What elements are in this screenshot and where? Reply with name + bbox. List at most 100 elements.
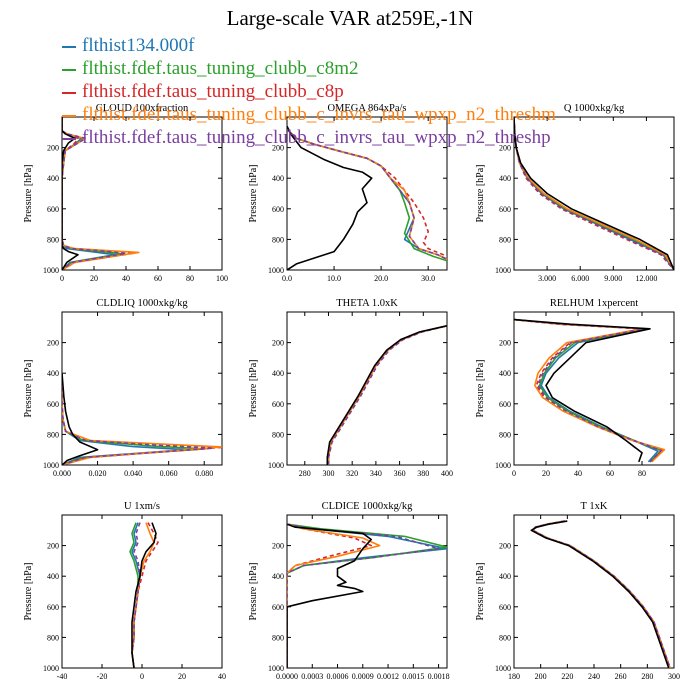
x-tick-label: 0.0018 [428,672,450,681]
y-tick-label: 400 [272,174,284,183]
x-tick-label: 300 [322,469,334,478]
panel-title: Q 1000xkg/kg [564,103,625,114]
series-line [62,373,222,465]
legend-item: flthist.fdef.taus_tuning_clubb_c_invrs_t… [62,126,556,149]
legend-item: flthist.fdef.taus_tuning_clubb_c_invrs_t… [62,103,556,126]
chart-panel: OMEGA 864xPa/s Pressure [hPa] 200 400 600 800… [248,103,448,283]
y-axis-label: Pressure [hPa] [248,359,259,417]
y-tick-label: 1000 [495,664,511,673]
legend-label: flthist.fdef.taus_tuning_clubb_c_invrs_t… [82,127,551,148]
panel-title: T 1xK [581,501,608,512]
y-tick-label: 1000 [268,461,284,470]
y-axis-label: Pressure [hPa] [248,164,259,222]
x-tick-label: 400 [441,469,453,478]
series-line [287,523,381,668]
x-tick-label: 380 [417,469,429,478]
panel-title: U 1xm/s [124,501,160,512]
x-tick-label: 0 [140,672,144,681]
legend-label: flthist.fdef.taus_tuning_clubb_c8m2 [82,58,359,79]
chart-panel: Q 1000xkg/kg Pressure [hPa] 200 400 600 800 10… [475,103,675,283]
y-tick-label: 600 [47,205,59,214]
series-line [62,373,205,465]
series-line [287,523,373,668]
chart-panel: CLDLIQ 1000xkg/kg Pressure [hPa] 200 400 600… [23,298,223,478]
x-tick-label: 320 [346,469,358,478]
y-axis-label: Pressure [hPa] [23,164,34,222]
x-tick-label: 9.000 [604,274,622,283]
chart-panel: THETA 1.0xK Pressure [hPa] 200 400 600 800 100… [248,298,453,478]
x-tick-label: 40 [122,274,130,283]
legend-label: flthist134.000f [82,35,195,56]
panel-title: OMEGA 864xPa/s [327,103,406,114]
y-tick-label: 400 [499,572,511,581]
y-tick-label: 800 [272,430,284,439]
legend-swatch [62,45,76,48]
x-tick-label: 20 [542,469,550,478]
x-tick-label: 20 [90,274,98,283]
series-line [531,520,671,668]
y-tick-label: 1000 [43,664,59,673]
plot-frame [286,514,448,669]
series-line [531,520,671,668]
x-tick-label: 0.080 [195,469,213,478]
series-line [327,325,447,465]
y-tick-label: 600 [272,603,284,612]
y-tick-label: 400 [272,572,284,581]
series-line [327,325,447,465]
x-tick-label: 300 [668,672,680,681]
series-line [62,373,99,465]
y-tick-label: 200 [499,542,511,551]
series-line [327,325,447,465]
series-line [131,522,141,668]
y-tick-label: 200 [272,542,284,551]
y-axis-label: Pressure [hPa] [475,562,486,620]
x-tick-label: 260 [615,672,627,681]
y-tick-label: 600 [272,400,284,409]
legend-swatch [62,91,76,94]
legend-swatch [62,114,76,117]
legend-swatch [62,137,76,140]
series-line [287,125,373,270]
x-tick-label: 10.0 [327,274,341,283]
y-tick-label: 400 [47,369,59,378]
plot-frame [286,116,448,271]
series-line [530,520,670,668]
y-tick-label: 1000 [43,461,59,470]
y-tick-label: 400 [47,174,59,183]
y-tick-label: 200 [47,144,59,153]
x-tick-label: 0.0006 [327,672,349,681]
y-tick-label: 800 [47,235,59,244]
y-tick-label: 200 [272,339,284,348]
series-line [62,373,222,465]
x-tick-label: 240 [588,672,600,681]
panel-title: CLDLIQ 1000xkg/kg [96,298,188,309]
x-tick-label: 0.0000 [276,672,298,681]
series-line [131,522,157,668]
y-axis-label: Pressure [hPa] [248,562,259,620]
x-tick-label: 340 [370,469,382,478]
x-tick-label: 180 [508,672,520,681]
y-tick-label: 800 [272,633,284,642]
y-tick-label: 200 [47,542,59,551]
series-line [327,325,447,465]
series-line [326,325,447,465]
x-tick-label: 0.020 [89,469,107,478]
chart-panel: CLDICE 1000xkg/kg Pressure [hPa] 200 400 600… [248,501,450,681]
y-axis-label: Pressure [hPa] [475,164,486,222]
legend-item: flthist134.000f [62,34,556,57]
series-line [287,523,373,668]
x-tick-label: 40 [218,672,226,681]
x-tick-label: 280 [299,469,311,478]
plot-frame [61,514,223,669]
y-tick-label: 1000 [43,266,59,275]
legend: flthist134.000f flthist.fdef.taus_tuning… [62,34,556,149]
y-tick-label: 1000 [495,461,511,470]
y-tick-label: 800 [47,633,59,642]
y-tick-label: 800 [499,633,511,642]
y-tick-label: 400 [272,369,284,378]
series-line [514,117,674,270]
y-tick-label: 400 [47,572,59,581]
y-tick-label: 1000 [268,266,284,275]
